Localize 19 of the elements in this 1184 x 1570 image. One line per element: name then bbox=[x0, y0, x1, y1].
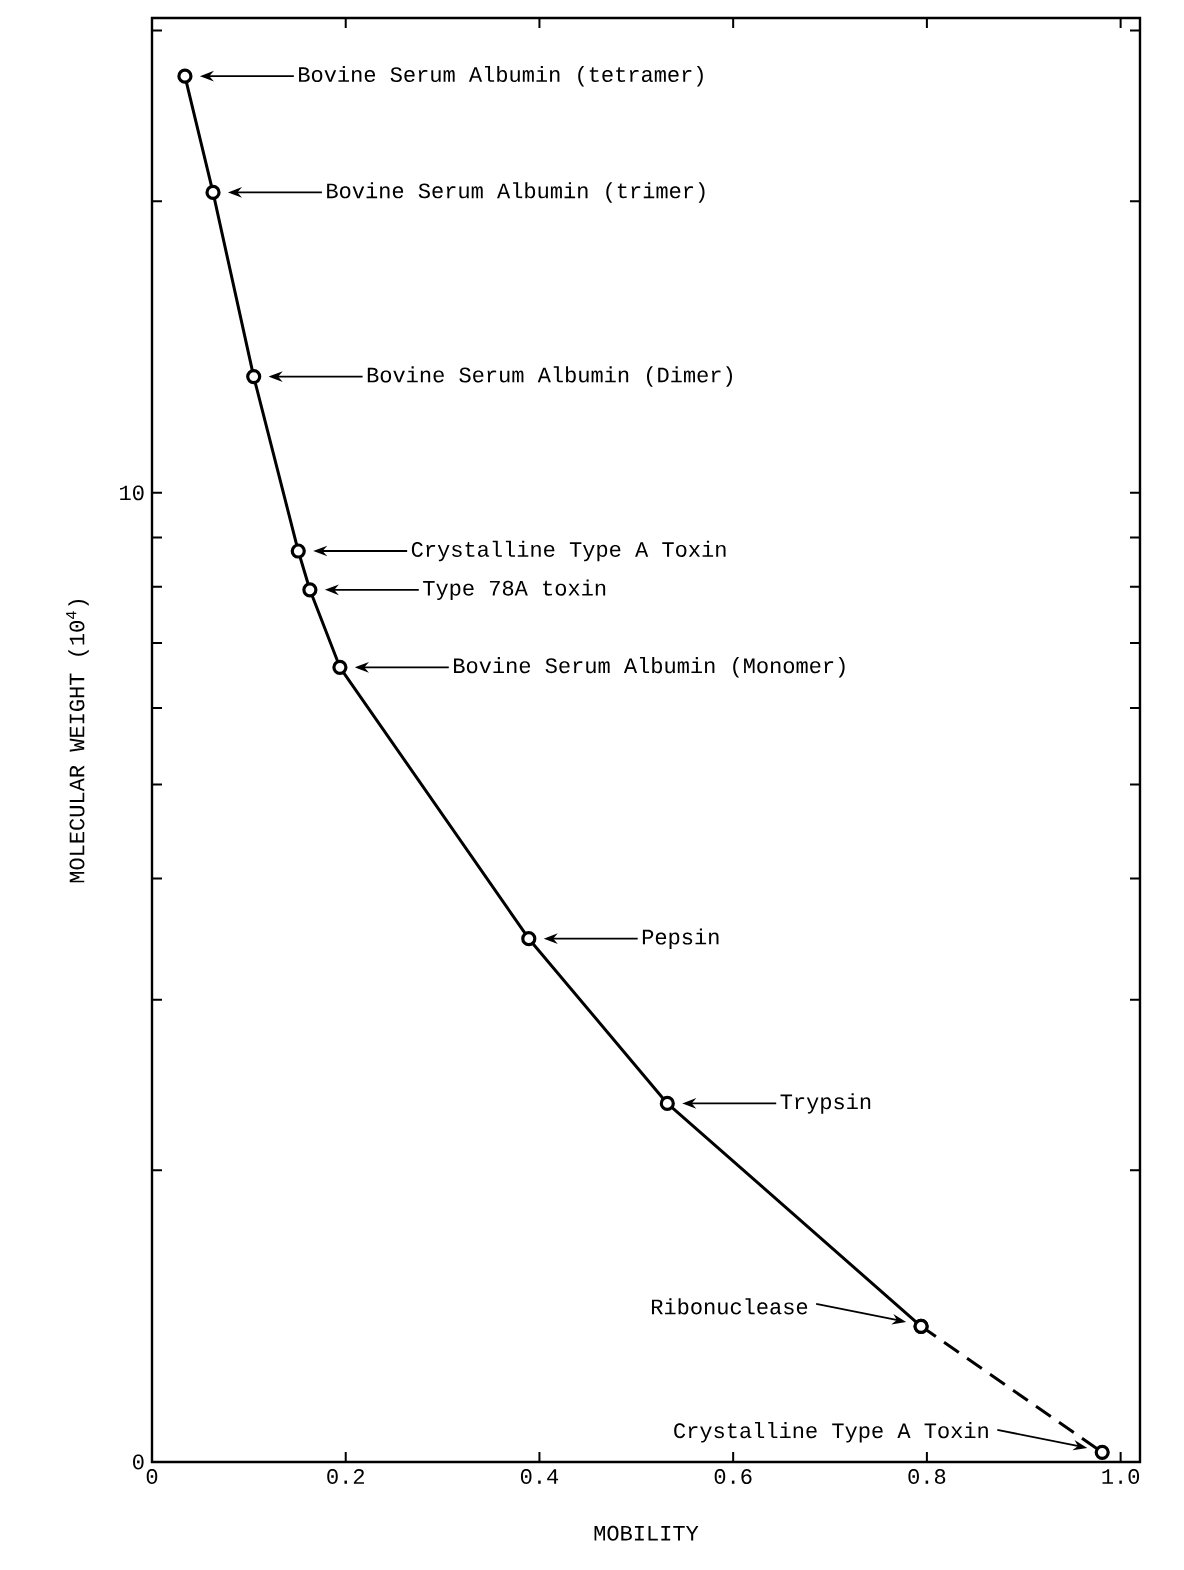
annotation: Crystalline Type A Toxin bbox=[674, 1422, 988, 1443]
annotation: Type 78A toxin bbox=[423, 579, 606, 601]
x-tick-label: 1.0 bbox=[1102, 1469, 1140, 1484]
y-axis-title: MOLECULAR WEIGHT (10$^{4}$) bbox=[66, 599, 89, 883]
annotation: Crystalline Type A Toxin bbox=[411, 540, 726, 562]
y-tick-label: 10 bbox=[120, 485, 144, 501]
annotation: Bovine Serum Albumin (Monomer) bbox=[454, 657, 845, 678]
x-tick-label: 0.2 bbox=[327, 1469, 364, 1484]
x-tick-label: 0.8 bbox=[908, 1469, 946, 1484]
annotation: Bovine Serum Albumin (tetramer) bbox=[299, 65, 703, 87]
annotation: Bovine Serum Albumin (Dimer) bbox=[367, 366, 732, 387]
x-axis-title: MOBILITY bbox=[594, 1525, 699, 1541]
annotation: Trypsin bbox=[780, 1093, 871, 1114]
x-tick-label: 0.4 bbox=[520, 1469, 559, 1484]
x-tick-label: 0.6 bbox=[714, 1469, 752, 1484]
annotation: Pepsin bbox=[642, 928, 719, 949]
annotation: Bovine Serum Albumin (trimer) bbox=[327, 182, 705, 203]
x-tick-label: 0 bbox=[146, 1469, 158, 1484]
annotation: Ribonuclease bbox=[651, 1298, 808, 1315]
